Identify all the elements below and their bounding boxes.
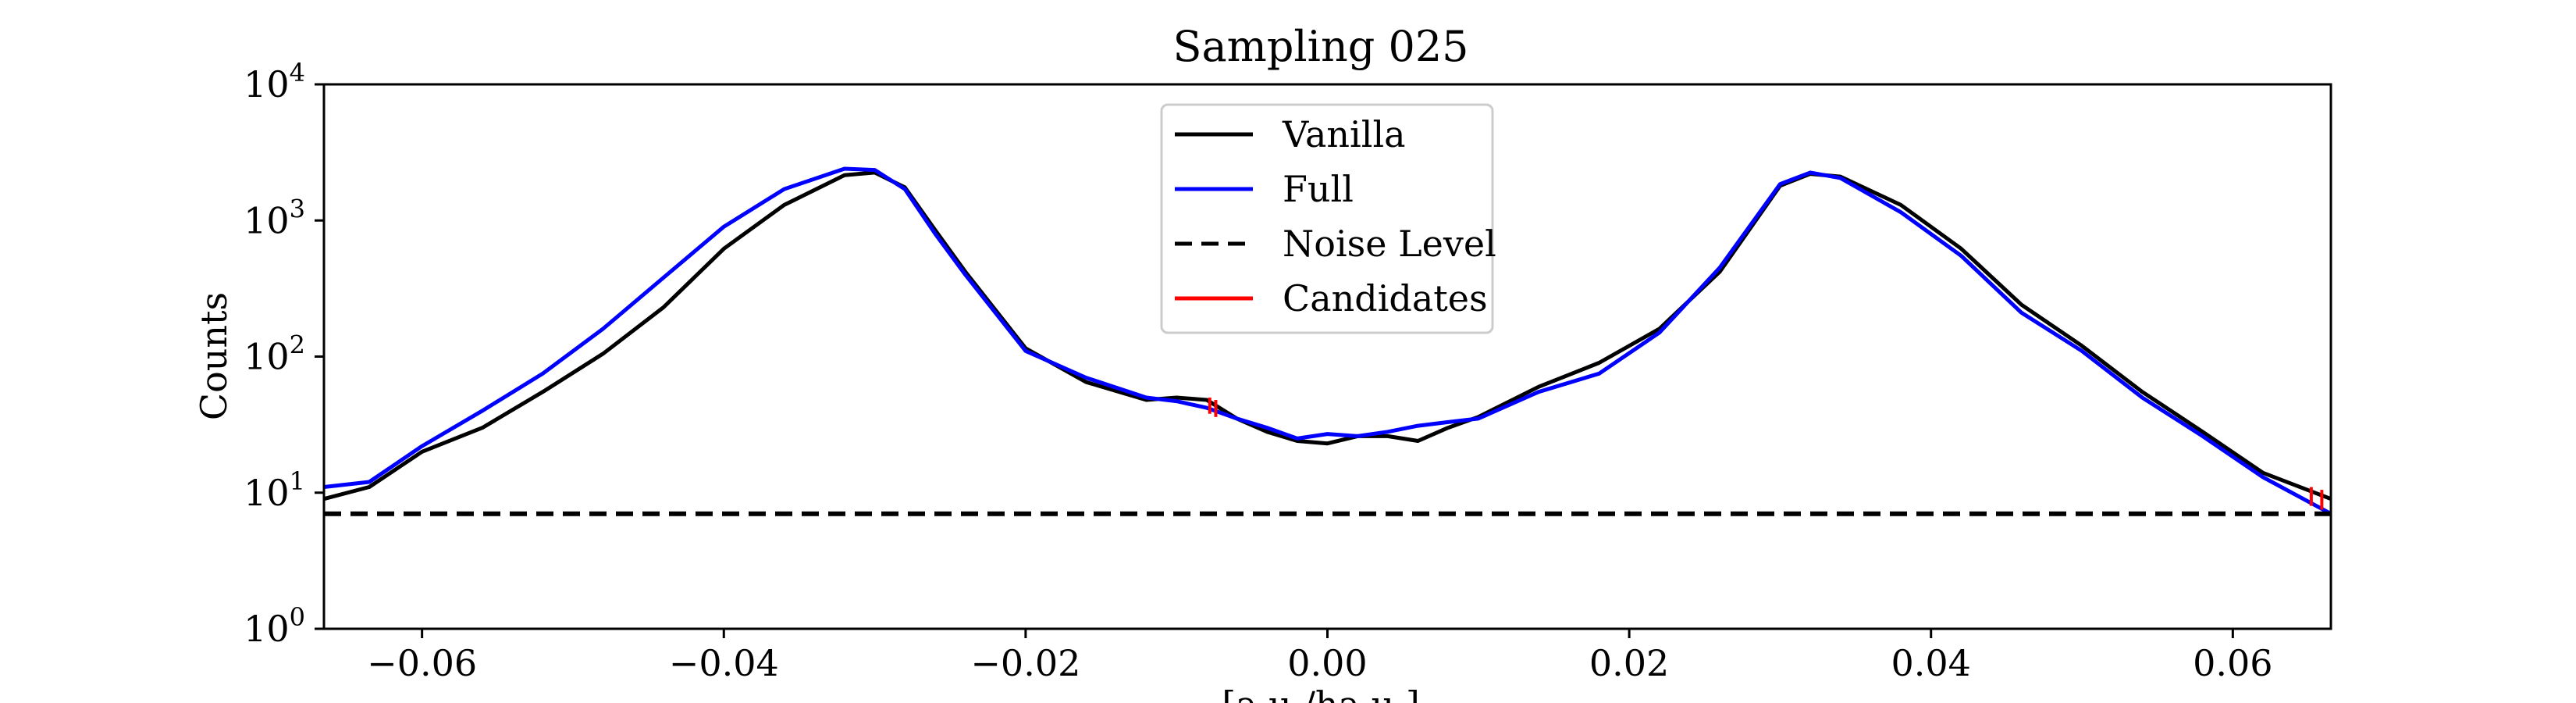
chart-title: Sampling 025 — [1172, 22, 1468, 71]
y-tick-label: 101 — [244, 466, 305, 514]
y-tick-label: 102 — [244, 330, 305, 378]
y-axis-ticks: 100 101 102 103 104 — [244, 58, 324, 650]
y-tick-label: 104 — [244, 58, 305, 105]
legend-box — [1160, 103, 1494, 334]
legend: Vanilla Full Noise Level Candidates — [1160, 103, 1496, 334]
y-tick-label: 103 — [244, 194, 305, 241]
x-axis-ticks: −0.06 −0.04 −0.02 0.00 0.02 0.04 0.06 — [367, 629, 2273, 684]
series-line-full — [323, 166, 2332, 516]
series-layer — [323, 166, 2332, 516]
series-line-vanilla — [323, 170, 2332, 501]
x-axis-label: [a.u./ha.u.] — [1222, 683, 1420, 703]
legend-entries: Vanilla Full Noise Level Candidates — [1175, 113, 1496, 319]
x-tick-label: −0.04 — [669, 642, 779, 684]
x-tick-label: −0.02 — [970, 642, 1080, 684]
y-tick-label: 100 — [244, 602, 305, 650]
legend-label-full: Full — [1283, 168, 1354, 210]
legend-label-candidates: Candidates — [1283, 277, 1488, 319]
y-axis-label: Counts — [193, 292, 235, 420]
legend-label-noise-level: Noise Level — [1283, 223, 1496, 265]
x-tick-label: −0.06 — [367, 642, 477, 684]
x-tick-label: 0.02 — [1589, 642, 1669, 684]
x-tick-label: 0.00 — [1287, 642, 1367, 684]
x-tick-label: 0.06 — [2193, 642, 2272, 684]
legend-label-vanilla: Vanilla — [1282, 113, 1406, 155]
x-tick-label: 0.04 — [1891, 642, 1971, 684]
